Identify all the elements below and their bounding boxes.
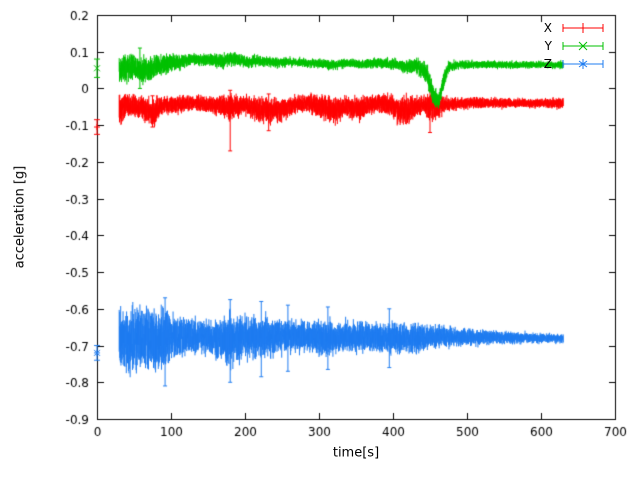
legend-label-y: Y (544, 39, 552, 53)
legend: X Y Z (544, 21, 604, 71)
legend-label-x: X (543, 21, 552, 35)
x-axis-label: time[s] (332, 445, 380, 461)
y-axis-label: acceleration [g] (12, 165, 28, 269)
plus-errorbar-icon (562, 22, 604, 34)
legend-label-z: Z (543, 57, 552, 71)
legend-entry-y: Y (544, 39, 604, 53)
legend-entry-x: X (544, 21, 604, 35)
legend-entry-z: Z (544, 57, 604, 71)
x-errorbar-icon (562, 40, 604, 52)
star-errorbar-icon (562, 58, 604, 70)
